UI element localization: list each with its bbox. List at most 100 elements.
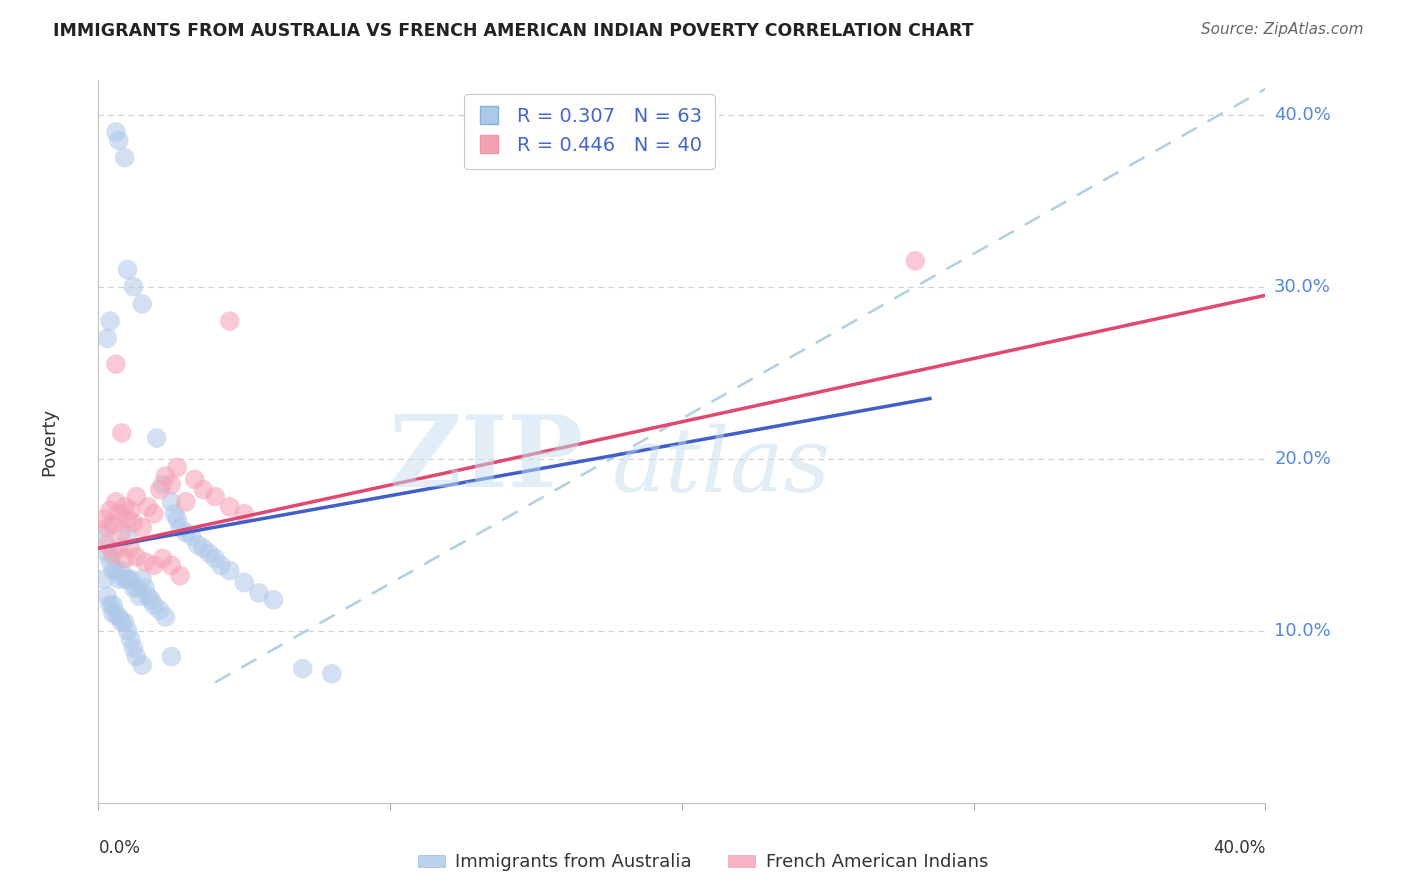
Point [96,546,118,560]
Point [122,279,145,293]
Point [183,472,205,486]
Point [160,649,183,664]
Point [111,425,134,440]
Text: 40.0%: 40.0% [1274,105,1331,124]
Point [117,572,139,586]
Point [114,572,136,586]
Legend: R = 0.307   N = 63, R = 0.446   N = 40: R = 0.307 N = 63, R = 0.446 N = 40 [464,94,716,169]
Point [96,331,118,345]
Point [98,555,121,569]
Point [125,581,148,595]
Point [155,610,177,624]
Point [218,564,240,578]
Point [111,524,134,538]
Point [136,500,159,514]
Point [233,575,256,590]
Point [96,590,118,604]
Text: 40.0%: 40.0% [1213,838,1265,857]
Point [166,460,188,475]
Point [169,568,191,582]
Point [160,477,183,491]
Point [111,615,134,630]
Point [131,297,153,311]
Point [134,555,156,569]
Text: 10.0%: 10.0% [1274,622,1331,640]
Point [142,558,165,573]
Point [125,649,148,664]
Point [108,507,131,521]
Point [98,598,121,612]
Point [160,558,183,573]
Point [104,494,127,508]
Point [131,572,153,586]
Point [108,541,131,556]
Point [117,262,139,277]
Point [218,500,240,514]
Point [247,586,270,600]
Point [108,572,131,586]
Point [193,483,215,497]
Point [291,662,314,676]
Point [128,590,150,604]
Point [114,615,136,630]
Point [321,666,343,681]
Point [160,494,183,508]
Point [198,546,221,560]
Point [125,549,148,564]
Point [93,529,115,543]
Point [101,607,124,621]
Point [117,512,139,526]
Point [187,538,209,552]
Point [114,151,136,165]
Text: Poverty: Poverty [41,408,59,475]
Point [101,564,124,578]
Point [142,507,165,521]
Point [209,558,232,573]
Point [117,529,139,543]
Point [193,541,215,556]
Point [101,546,124,560]
Point [120,503,142,517]
Point [131,520,153,534]
Point [101,517,124,532]
Point [139,592,162,607]
Point [142,598,165,612]
Point [152,551,174,566]
Point [180,529,202,543]
Point [98,314,121,328]
Point [120,572,142,586]
Point [111,564,134,578]
Point [108,610,131,624]
Text: IMMIGRANTS FROM AUSTRALIA VS FRENCH AMERICAN INDIAN POVERTY CORRELATION CHART: IMMIGRANTS FROM AUSTRALIA VS FRENCH AMER… [53,22,974,40]
Point [904,253,927,268]
Point [120,541,142,556]
Point [104,564,127,578]
Point [104,357,127,371]
Point [149,483,172,497]
Point [96,538,118,552]
Point [93,572,115,586]
Point [93,512,115,526]
Point [131,658,153,673]
Point [101,598,124,612]
Point [155,469,177,483]
Point [262,592,284,607]
Text: 20.0%: 20.0% [1274,450,1331,467]
Point [149,603,172,617]
Point [233,507,256,521]
Point [166,512,188,526]
Point [174,525,197,540]
Text: atlas: atlas [612,424,831,510]
Point [108,133,131,147]
Point [104,607,127,621]
Point [114,500,136,514]
Point [104,125,127,139]
Point [169,520,191,534]
Point [174,494,197,508]
Point [134,581,156,595]
Point [218,314,240,328]
Point [146,431,169,445]
Point [122,581,145,595]
Point [204,551,226,566]
Point [122,640,145,655]
